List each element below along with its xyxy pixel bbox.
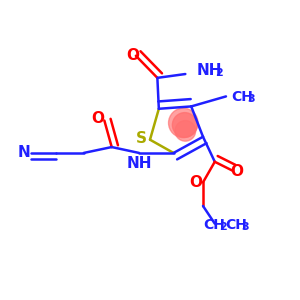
Text: CH: CH [225,218,247,232]
Circle shape [175,121,196,141]
Text: CH: CH [203,218,225,232]
Text: S: S [136,131,147,146]
Circle shape [169,108,198,138]
Text: N: N [18,146,30,160]
Text: 3: 3 [241,222,249,233]
Text: NH: NH [126,156,152,171]
Text: CH: CH [231,90,253,104]
Text: 2: 2 [219,222,227,233]
Circle shape [172,112,197,137]
Text: 2: 2 [215,68,223,78]
Text: O: O [230,164,243,179]
Text: NH: NH [197,63,223,78]
Text: O: O [189,176,202,190]
Text: O: O [126,48,139,63]
Text: O: O [91,111,104,126]
Text: 3: 3 [248,94,255,104]
